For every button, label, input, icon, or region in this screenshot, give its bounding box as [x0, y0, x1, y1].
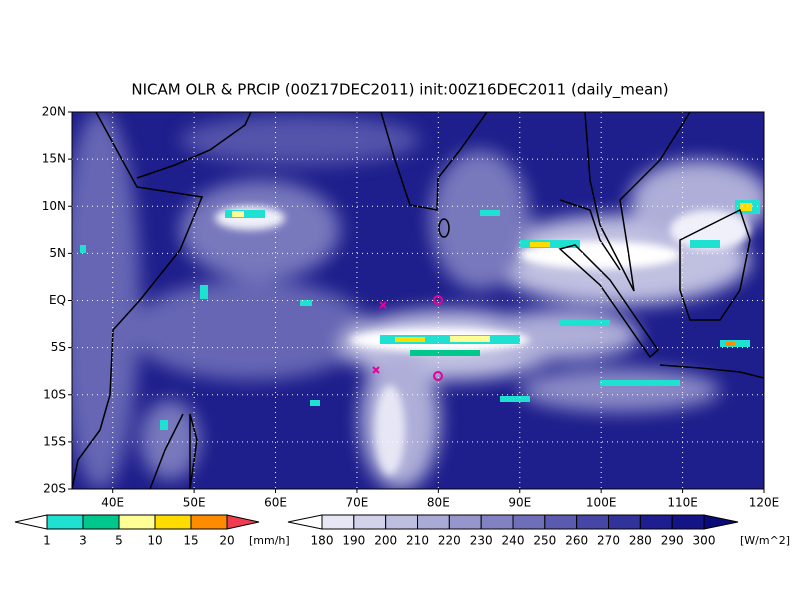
colorbar-box	[480, 514, 514, 530]
colorbar-label: 180	[311, 534, 334, 548]
colorbar-label: 230	[470, 534, 493, 548]
y-tick-label: 20S	[43, 482, 66, 496]
colorbar-label: 210	[406, 534, 429, 548]
precip-cells	[80, 200, 760, 430]
y-tick-label: EQ	[49, 293, 66, 307]
x-tick-label: 90E	[508, 496, 531, 510]
y-tick-label: 20N	[42, 105, 66, 119]
colorbar-over	[703, 514, 739, 530]
colorbar-box	[321, 514, 355, 530]
grid	[72, 112, 764, 489]
colorbar-label: 200	[374, 534, 397, 548]
colorbar-label: 1	[43, 534, 51, 548]
colorbar-label: 250	[533, 534, 556, 548]
site-markers	[372, 295, 443, 381]
colorbar-box	[417, 514, 450, 530]
colorbar-label: 260	[565, 534, 588, 548]
colorbar-box	[608, 514, 641, 530]
x-tick-label: 60E	[264, 496, 287, 510]
y-tick-label: 15S	[43, 434, 66, 448]
colorbar-box	[154, 514, 192, 530]
x-tick-label: 100E	[586, 496, 617, 510]
x-tick-label: 40E	[101, 496, 124, 510]
colorbar-box	[46, 514, 84, 530]
colorbar-box	[512, 514, 546, 530]
colorbar-label: 20	[219, 534, 234, 548]
y-tick-label: 15N	[42, 152, 66, 166]
colorbar-label: 290	[661, 534, 684, 548]
y-tick-label: 5S	[51, 340, 66, 354]
colorbar-label: 190	[342, 534, 365, 548]
colorbar-box	[639, 514, 673, 530]
colorbar-box	[448, 514, 482, 530]
colorbar-box	[385, 514, 418, 530]
colorbar-box	[190, 514, 228, 530]
x-tick-label: 120E	[749, 496, 780, 510]
colorbar-under	[14, 514, 48, 530]
colorbar-box	[544, 514, 578, 530]
colorbar-box	[576, 514, 610, 530]
colorbar-label: 240	[502, 534, 525, 548]
colorbar-box	[118, 514, 156, 530]
map-title: NICAM OLR & PRCIP (00Z17DEC2011) init:00…	[131, 81, 668, 100]
y-tick-label: 5N	[49, 246, 66, 260]
x-tick-label: 80E	[427, 496, 450, 510]
x-tick-label: 50E	[183, 496, 206, 510]
colorbar-label: 280	[629, 534, 652, 548]
colorbar-over	[226, 514, 260, 530]
colorbar-label: 3	[79, 534, 87, 548]
colorbar-box	[353, 514, 387, 530]
colorbar-label: 270	[597, 534, 620, 548]
colorbar-units: [mm/h]	[249, 534, 290, 547]
map-field	[72, 112, 764, 489]
x-tick-label: 70E	[346, 496, 369, 510]
colorbar-box	[671, 514, 705, 530]
colorbar-label: 15	[183, 534, 198, 548]
coastlines	[72, 112, 764, 489]
colorbar-units: [W/m^2]	[740, 534, 790, 547]
colorbar-label: 5	[115, 534, 123, 548]
x-tick-label: 110E	[667, 496, 698, 510]
colorbar-label: 220	[438, 534, 461, 548]
colorbar-label: 10	[147, 534, 162, 548]
colorbar-under	[287, 514, 323, 530]
y-tick-label: 10N	[42, 199, 66, 213]
colorbar-label: 300	[693, 534, 716, 548]
colorbar-box	[82, 514, 120, 530]
y-tick-label: 10S	[43, 387, 66, 401]
